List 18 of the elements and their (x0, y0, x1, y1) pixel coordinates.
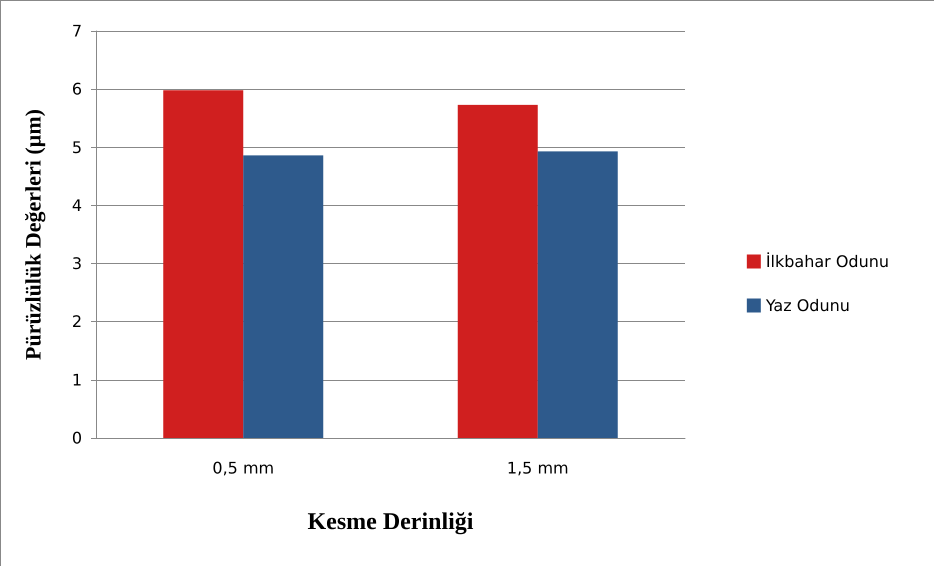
y-tick-label: 3 (72, 254, 82, 274)
y-axis-title: Pürüzlülük Değerleri (µm) (20, 109, 46, 360)
x-tick-label: 1,5 mm (506, 458, 569, 478)
y-tick-label: 4 (72, 196, 82, 215)
y-tick-label: 6 (72, 80, 82, 99)
bar (243, 155, 324, 438)
y-tick-label: 5 (72, 138, 82, 157)
y-tick-label: 1 (72, 370, 82, 390)
bar (163, 90, 244, 438)
bar (458, 104, 538, 438)
x-tick-label: 0,5 mm (212, 458, 274, 478)
y-tick-label: 2 (72, 312, 82, 332)
legend-label: Yaz Odunu (764, 296, 850, 315)
x-axis-title: Kesme Derinliği (308, 509, 474, 535)
y-tick-label: 7 (72, 22, 82, 40)
y-tick-label: 0 (72, 428, 82, 448)
bar (538, 151, 618, 438)
legend-label: İlkbahar Odunu (766, 252, 889, 271)
